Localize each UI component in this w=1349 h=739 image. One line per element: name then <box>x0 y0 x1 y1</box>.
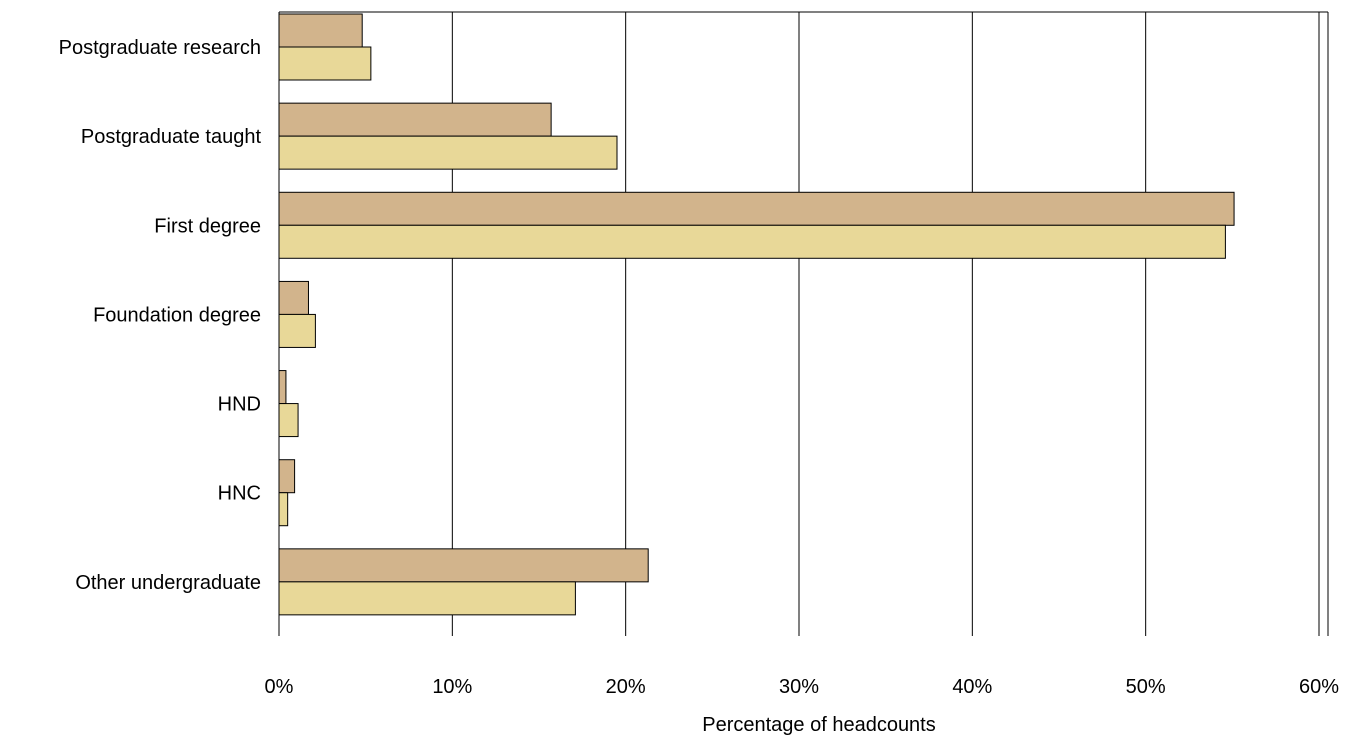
category-label: HNC <box>218 483 261 505</box>
bar-postgraduate-research-series-2 <box>278 46 372 81</box>
bar-other-undergraduate-series-2 <box>278 581 576 616</box>
grid-lines <box>451 12 1320 636</box>
bar-hnd-series-1 <box>278 370 287 405</box>
x-tick-label: 30% <box>779 676 819 698</box>
bar-hnc-series-1 <box>278 459 296 494</box>
bar-postgraduate-research-series-1 <box>278 13 363 48</box>
category-labels: Postgraduate research Postgraduate taught… <box>59 37 262 594</box>
category-label: HND <box>218 394 261 416</box>
x-tick-label: 0% <box>265 676 294 698</box>
x-tick-label: 10% <box>432 676 472 698</box>
bar-postgraduate-taught-series-2 <box>278 135 618 170</box>
axes <box>278 11 1329 636</box>
x-axis-title: Percentage of headcounts <box>702 714 936 736</box>
x-tick-label: 60% <box>1299 676 1339 698</box>
bar-hnd-series-2 <box>278 403 299 438</box>
x-tick-label: 50% <box>1126 676 1166 698</box>
bar-other-undergraduate-series-1 <box>278 548 649 583</box>
x-tick-labels: 0% 10% 20% 30% 40% 50% 60% <box>265 676 1340 698</box>
bar-foundation-degree-series-2 <box>278 313 316 348</box>
category-label: Foundation degree <box>93 304 261 326</box>
x-tick-label: 40% <box>952 676 992 698</box>
category-label: Postgraduate taught <box>81 126 262 148</box>
bar-postgraduate-taught-series-1 <box>278 102 552 137</box>
category-label: Postgraduate research <box>59 37 261 59</box>
category-label: First degree <box>154 215 261 237</box>
x-tick-label: 20% <box>606 676 646 698</box>
bar-foundation-degree-series-1 <box>278 280 309 315</box>
bars <box>278 13 1235 616</box>
bar-first-degree-series-2 <box>278 224 1226 259</box>
category-label: Other undergraduate <box>75 572 261 594</box>
bar-first-degree-series-1 <box>278 191 1235 226</box>
bar-hnc-series-2 <box>278 492 289 527</box>
